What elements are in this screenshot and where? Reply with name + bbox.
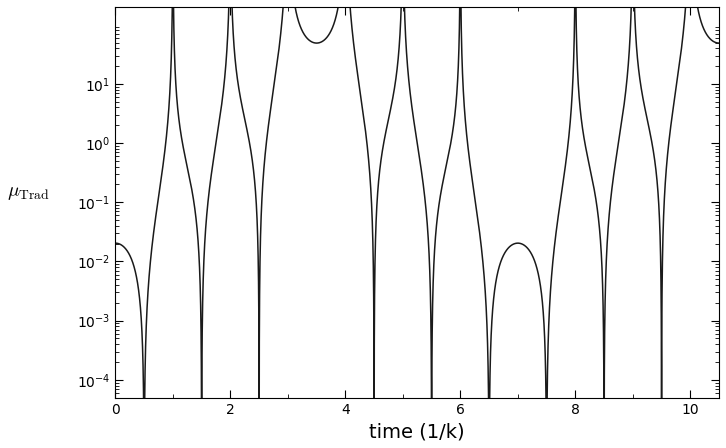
Y-axis label: $\mu_{\mathrm{Trad}}$: $\mu_{\mathrm{Trad}}$ [7, 183, 50, 202]
X-axis label: time (1/k): time (1/k) [370, 422, 465, 441]
